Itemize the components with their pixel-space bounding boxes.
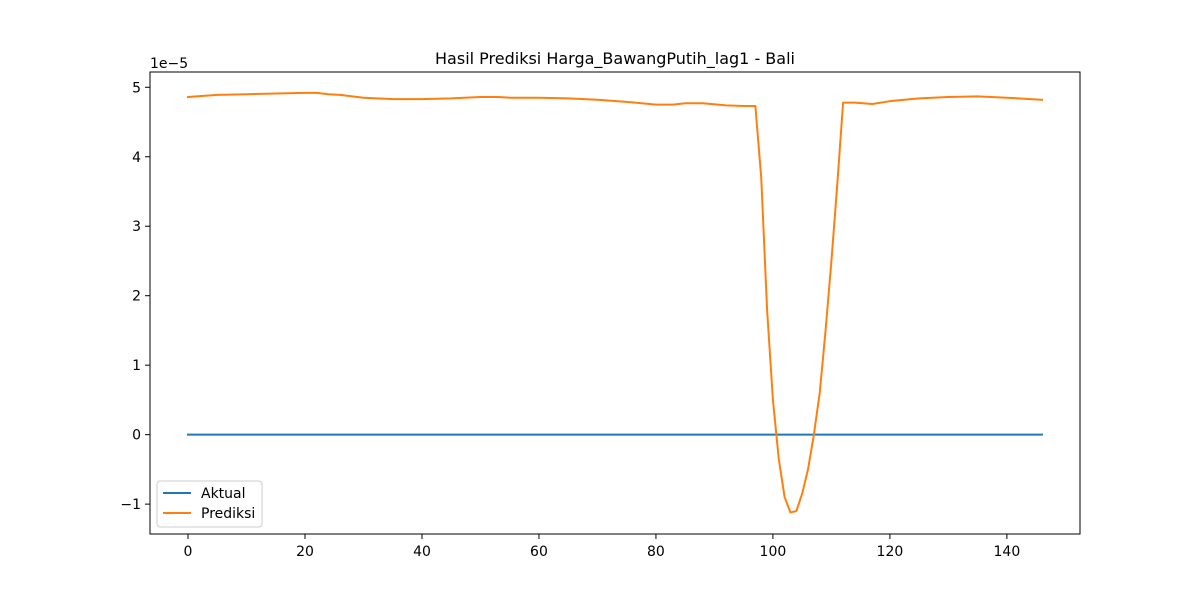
x-tick-label: 0 bbox=[184, 544, 193, 560]
chart-title: Hasil Prediksi Harga_BawangPutih_lag1 - … bbox=[435, 49, 795, 69]
x-tick-label: 140 bbox=[994, 544, 1021, 560]
x-tick-label: 120 bbox=[877, 544, 904, 560]
y-offset-label: 1e−5 bbox=[150, 56, 188, 72]
y-tick-label: −1 bbox=[120, 497, 141, 513]
x-tick-label: 40 bbox=[413, 544, 431, 560]
x-tick-label: 80 bbox=[647, 544, 665, 560]
y-axis: −1 0 1 2 3 4 5 bbox=[120, 80, 150, 513]
y-tick-label: 2 bbox=[132, 289, 141, 305]
x-tick-label: 20 bbox=[296, 544, 314, 560]
y-tick-label: 3 bbox=[132, 219, 141, 235]
y-tick-label: 0 bbox=[132, 428, 141, 444]
series-layer bbox=[186, 91, 1044, 514]
legend-label-aktual: Aktual bbox=[201, 486, 246, 502]
legend: Aktual Prediksi bbox=[156, 480, 263, 528]
x-tick-label: 60 bbox=[530, 544, 548, 560]
plot-frame bbox=[149, 71, 1081, 535]
series-line-prediksi bbox=[186, 91, 1044, 514]
y-tick-label: 5 bbox=[132, 80, 141, 96]
y-tick-label: 4 bbox=[132, 150, 141, 166]
x-axis: 0 20 40 60 80 100 120 140 bbox=[184, 534, 1021, 560]
y-tick-label: 1 bbox=[132, 358, 141, 374]
legend-label-prediksi: Prediksi bbox=[201, 506, 255, 522]
x-tick-label: 100 bbox=[760, 544, 787, 560]
